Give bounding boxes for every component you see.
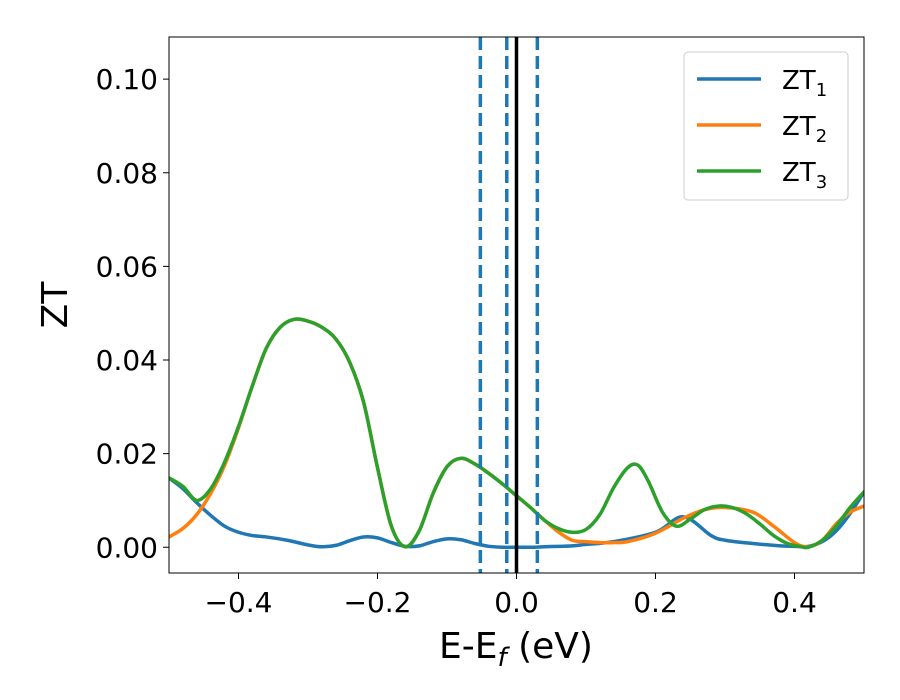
y-tick-label: 0.00 <box>96 531 158 564</box>
x-axis-ticks: −0.4 −0.2 0.0 0.2 0.4 <box>205 573 817 619</box>
legend-label-zt3-main: ZT <box>782 158 816 188</box>
y-axis-ticks: 0.00 0.02 0.04 0.06 0.08 0.10 <box>96 63 169 564</box>
legend-label-zt1-main: ZT <box>782 66 816 96</box>
x-axis-title: E-Ef (eV) <box>439 626 593 673</box>
series-line-zt3 <box>169 317 864 550</box>
x-axis-title-tail: (eV) <box>507 626 593 667</box>
x-tick-label: 0.4 <box>772 586 817 619</box>
x-axis-title-main: E-E <box>439 626 497 667</box>
x-tick-label: 0.0 <box>494 586 539 619</box>
legend: ZT1 ZT2 ZT3 <box>683 51 849 201</box>
x-tick-label: −0.4 <box>205 586 273 619</box>
legend-label-zt2-main: ZT <box>782 112 816 142</box>
legend-label-zt2-sub: 2 <box>816 126 827 147</box>
y-tick-label: 0.10 <box>96 63 158 96</box>
legend-label-zt3: ZT3 <box>782 158 827 193</box>
legend-label-zt3-sub: 3 <box>816 172 827 193</box>
y-axis-title: ZT <box>35 281 76 329</box>
legend-label-zt1-sub: 1 <box>816 80 827 101</box>
legend-box <box>683 51 849 201</box>
y-tick-label: 0.04 <box>96 344 158 377</box>
series-line-zt1 <box>169 476 864 550</box>
y-tick-label: 0.02 <box>96 438 158 471</box>
legend-label-zt1: ZT1 <box>782 66 827 101</box>
y-tick-label: 0.06 <box>96 250 158 283</box>
x-tick-label: 0.2 <box>633 586 678 619</box>
legend-label-zt2: ZT2 <box>782 112 827 147</box>
vline-layer <box>478 37 540 573</box>
x-tick-label: −0.2 <box>344 586 412 619</box>
y-tick-label: 0.08 <box>96 157 158 190</box>
